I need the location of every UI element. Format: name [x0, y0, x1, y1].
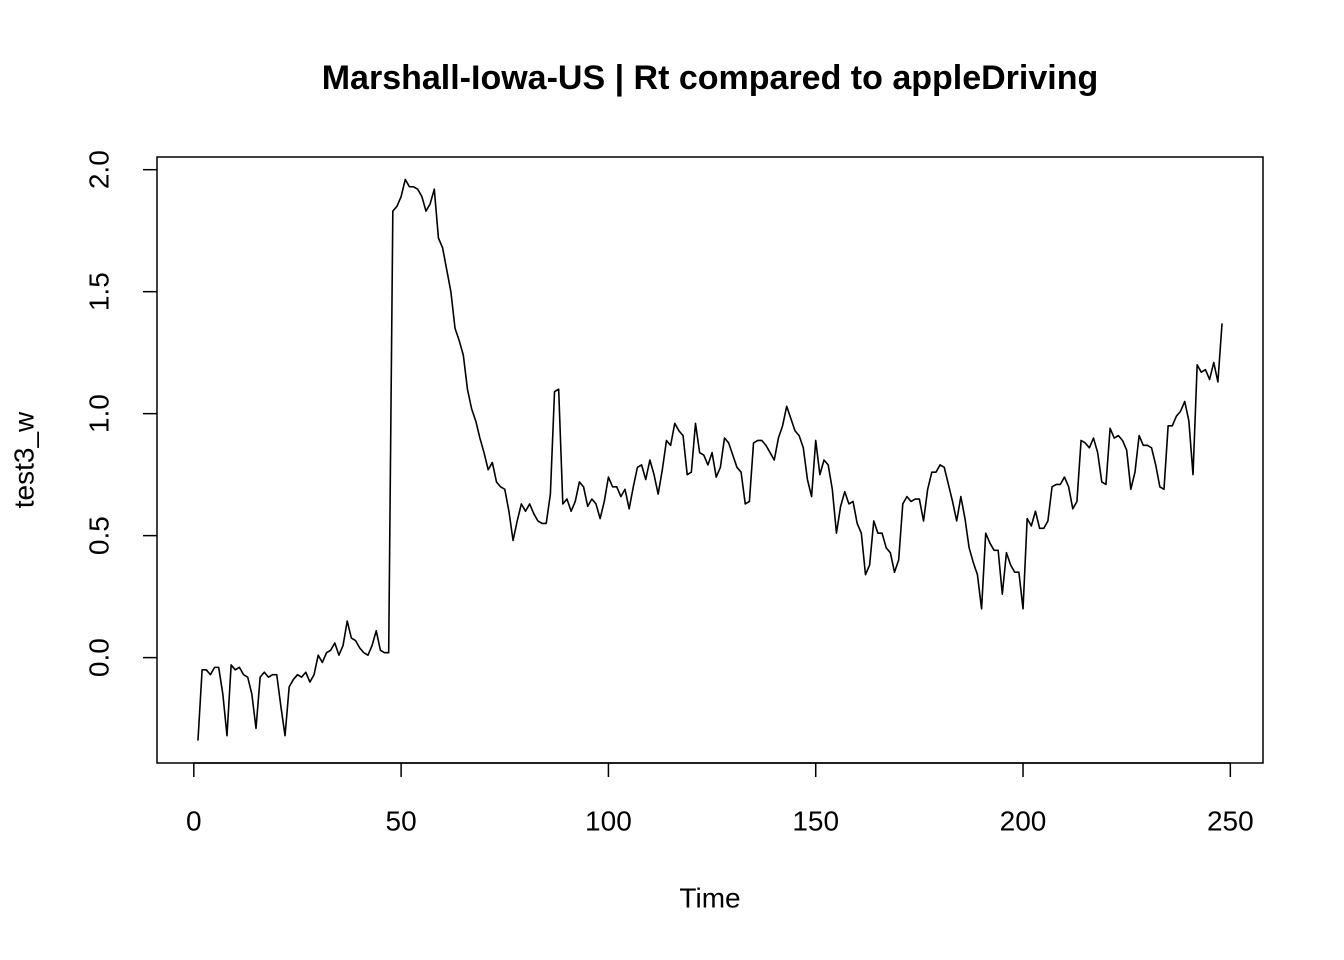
y-tick-label: 1.0: [83, 394, 114, 433]
x-tick-label: 200: [1000, 805, 1047, 836]
y-tick-label: 1.5: [83, 272, 114, 311]
x-tick-label: 0: [186, 805, 202, 836]
data-line: [197, 178, 1223, 741]
y-tick-label: 0.5: [83, 516, 114, 555]
chart-title: Marshall-Iowa-US | Rt compared to appleD…: [322, 59, 1099, 97]
y-tick-label: 0.0: [83, 638, 114, 677]
x-tick-label: 50: [386, 805, 417, 836]
x-tick-label: 100: [585, 805, 632, 836]
x-tick-label: 150: [792, 805, 839, 836]
y-axis-label: test3_w: [8, 411, 39, 508]
x-axis-label: Time: [679, 882, 740, 913]
y-tick-label: 2.0: [83, 150, 114, 189]
x-tick-label: 250: [1207, 805, 1254, 836]
